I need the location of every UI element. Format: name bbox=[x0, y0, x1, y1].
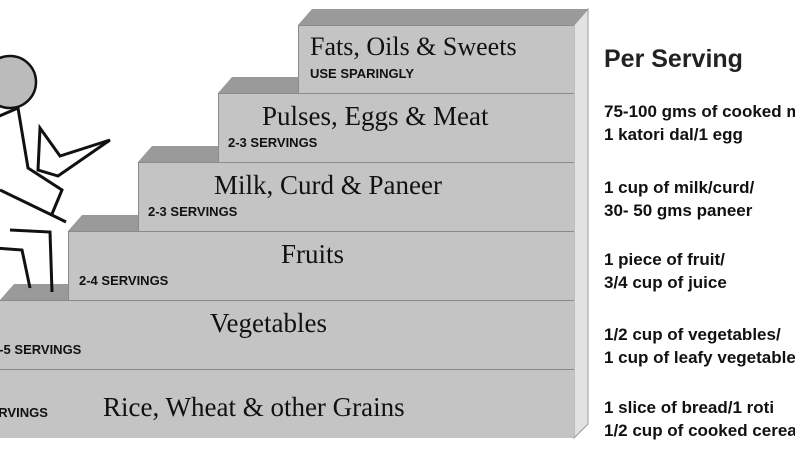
step-milk bbox=[138, 162, 574, 231]
step-vegetables bbox=[0, 300, 574, 369]
serving-grains: 1 slice of bread/1 roti 1/2 cup of cooke… bbox=[604, 396, 795, 442]
serving-fruits: 1 piece of fruit/ 3/4 cup of juice bbox=[604, 248, 727, 294]
step-servings-milk: 2-3 SERVINGS bbox=[148, 204, 238, 219]
step-fruits bbox=[68, 231, 574, 300]
serving-milk-line1: 1 cup of milk/curd/ bbox=[604, 178, 755, 197]
serving-vegetables-line2: 1 cup of leafy vegetables bbox=[604, 348, 795, 367]
step-servings-vegetables: 3-5 SERVINGS bbox=[0, 342, 82, 357]
step-title-vegetables: Vegetables bbox=[210, 308, 327, 338]
step-title-milk: Milk, Curd & Paneer bbox=[214, 170, 442, 200]
climbing-person-icon bbox=[0, 54, 111, 293]
step-servings-pulses: 2-3 SERVINGS bbox=[228, 135, 318, 150]
serving-pulses-line1: 75-100 gms of cooked meat/ bbox=[604, 102, 795, 121]
serving-grains-line2: 1/2 cup of cooked cereal bbox=[604, 421, 795, 440]
step-pulses bbox=[218, 93, 574, 162]
serving-milk: 1 cup of milk/curd/ 30- 50 gms paneer bbox=[604, 176, 754, 222]
step-title-grains: Rice, Wheat & other Grains bbox=[103, 392, 405, 422]
serving-milk-line2: 30- 50 gms paneer bbox=[604, 201, 753, 220]
step-fats bbox=[298, 25, 574, 93]
step-servings-grains: 6-11 SERVINGS bbox=[0, 405, 48, 420]
step-title-fruits: Fruits bbox=[281, 239, 345, 269]
step-grains bbox=[0, 369, 574, 438]
per-serving-title: Per Serving bbox=[604, 45, 743, 73]
serving-fruits-line2: 3/4 cup of juice bbox=[604, 273, 727, 292]
step-title-fats: Fats, Oils & Sweets bbox=[310, 32, 517, 61]
serving-pulses-line2: 1 katori dal/1 egg bbox=[604, 125, 743, 144]
step-servings-fats: USE SPARINGLY bbox=[310, 66, 415, 81]
serving-vegetables-line1: 1/2 cup of vegetables/ bbox=[604, 325, 781, 344]
serving-grains-line1: 1 slice of bread/1 roti bbox=[604, 398, 775, 417]
serving-fruits-line1: 1 piece of fruit/ bbox=[604, 250, 725, 269]
step-servings-fruits: 2-4 SERVINGS bbox=[79, 273, 169, 288]
serving-pulses: 75-100 gms of cooked meat/ 1 katori dal/… bbox=[604, 100, 795, 146]
step-title-pulses: Pulses, Eggs & Meat bbox=[262, 101, 489, 131]
serving-vegetables: 1/2 cup of vegetables/ 1 cup of leafy ve… bbox=[604, 323, 795, 369]
